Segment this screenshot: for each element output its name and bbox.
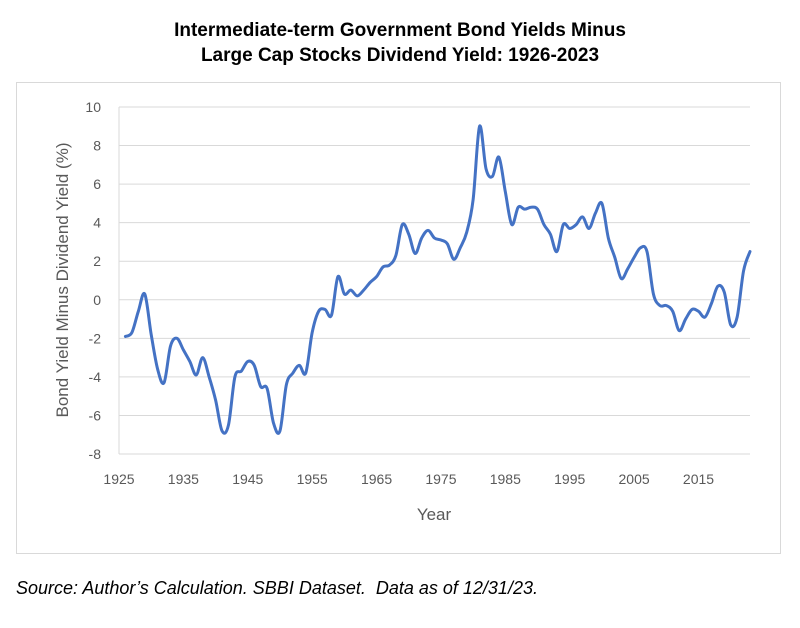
chart-title-line-1: Intermediate-term Government Bond Yields…	[174, 20, 626, 41]
x-tick-label: 1985	[490, 471, 521, 487]
y-tick-label: -4	[89, 369, 102, 385]
x-axis-title: Year	[417, 505, 452, 524]
y-tick-label: 0	[93, 292, 101, 308]
y-tick-label: 10	[85, 99, 101, 115]
x-tick-label: 1965	[361, 471, 392, 487]
y-tick-label: -6	[89, 407, 102, 423]
x-tick-label: 1925	[103, 471, 134, 487]
y-tick-label: 8	[93, 138, 101, 154]
series-layer	[123, 124, 752, 435]
x-tick-label: 2015	[683, 471, 714, 487]
chart-frame	[16, 82, 781, 554]
chart-title-line-2: Large Cap Stocks Dividend Yield: 1926-20…	[200, 45, 600, 66]
y-tick-labels: 10 8 6 4 2 0 -2 -4 -6 -8	[85, 99, 101, 462]
y-tick-label: -8	[89, 446, 102, 462]
x-tick-label: 1995	[554, 471, 585, 487]
y-axis-title: Bond Yield Minus Dividend Yield (%)	[53, 143, 72, 418]
x-tick-label: 1935	[168, 471, 199, 487]
x-tick-label: 1975	[425, 471, 456, 487]
series-line	[123, 124, 752, 435]
y-tick-label: -2	[89, 330, 102, 346]
gridlines	[118, 106, 750, 455]
y-tick-label: 6	[93, 176, 101, 192]
x-tick-labels: 1925 1935 1945 1955 1965 1975 1985 1995 2005 2015	[103, 471, 714, 487]
source-note: Source: Author’s Calculation. SBBI Datas…	[16, 578, 538, 598]
chart-title: Intermediate-term Government Bond Yields…	[0, 18, 800, 68]
x-tick-label: 1945	[232, 471, 263, 487]
x-tick-label: 1955	[297, 471, 328, 487]
y-tick-label: 4	[93, 215, 101, 231]
y-tick-label: 2	[93, 253, 101, 269]
x-tick-label: 2005	[619, 471, 650, 487]
